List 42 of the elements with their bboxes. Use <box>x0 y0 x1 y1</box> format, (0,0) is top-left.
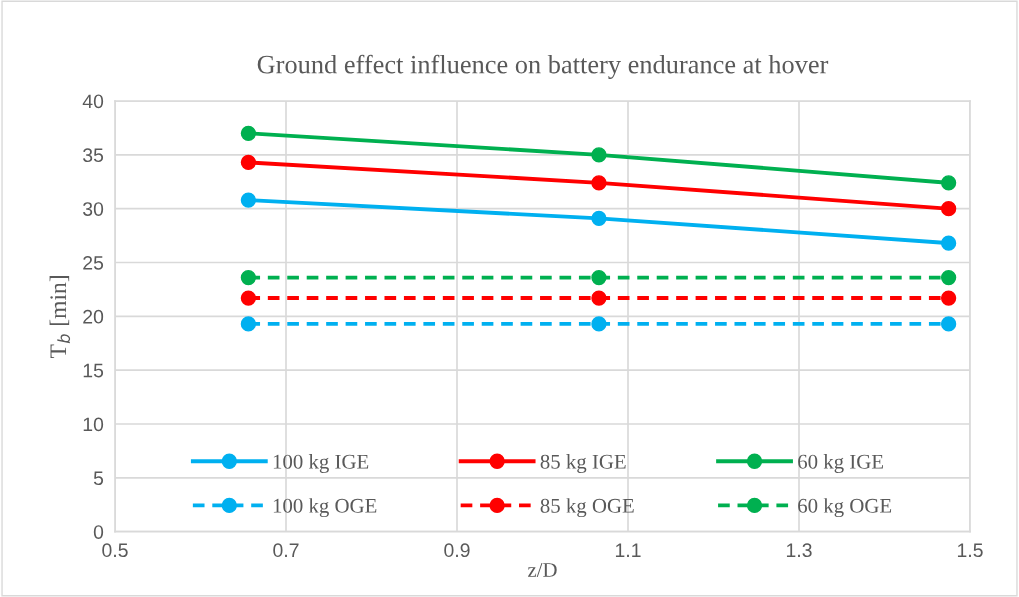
y-tick-label: 0 <box>93 525 104 539</box>
legend-label: 85 kg IGE <box>540 454 626 474</box>
point <box>240 316 257 332</box>
point <box>940 269 957 286</box>
x-axis-title: z/D <box>528 563 557 577</box>
point <box>591 210 607 227</box>
point <box>940 235 957 251</box>
x-tick-label: 0.5 <box>102 543 128 558</box>
y-tick-label: 15 <box>83 363 104 378</box>
point <box>240 192 257 208</box>
point <box>240 290 257 306</box>
point <box>940 316 957 332</box>
point <box>591 316 607 332</box>
point <box>940 175 957 191</box>
y-tick-label: 35 <box>83 148 104 163</box>
legend-label: 85 kg OGE <box>540 498 634 518</box>
x-tick-label: 1.3 <box>786 543 812 558</box>
y-tick-label: 30 <box>83 202 104 216</box>
y-tick-label: 40 <box>82 94 104 109</box>
point <box>591 147 607 163</box>
legend-label: 100 kg IGE <box>273 454 369 474</box>
legend-label: 60 kg IGE <box>798 454 883 474</box>
x-tick-label: 0.7 <box>273 543 299 558</box>
y-tick-label: 5 <box>93 471 104 486</box>
point <box>591 290 607 306</box>
x-tick-label: 0.9 <box>444 543 470 558</box>
y-tick-label: 20 <box>83 309 104 324</box>
legend-label: 60 kg OGE <box>798 498 892 518</box>
legend-label: 100 kg OGE <box>273 498 377 518</box>
point <box>240 154 257 171</box>
chart-title: Ground effect influence on battery endurance at hover <box>257 54 829 79</box>
point <box>591 269 607 286</box>
point <box>240 125 257 141</box>
point <box>591 175 607 191</box>
y-tick-label: 10 <box>83 417 104 432</box>
y-axis-title: T$_{b}$ [min] <box>49 276 71 359</box>
point <box>240 269 257 286</box>
x-tick-label: 1.5 <box>957 543 983 558</box>
point <box>940 201 957 217</box>
point <box>940 290 957 306</box>
y-tick-label: 25 <box>83 255 104 270</box>
x-tick-label: 1.1 <box>615 543 641 557</box>
